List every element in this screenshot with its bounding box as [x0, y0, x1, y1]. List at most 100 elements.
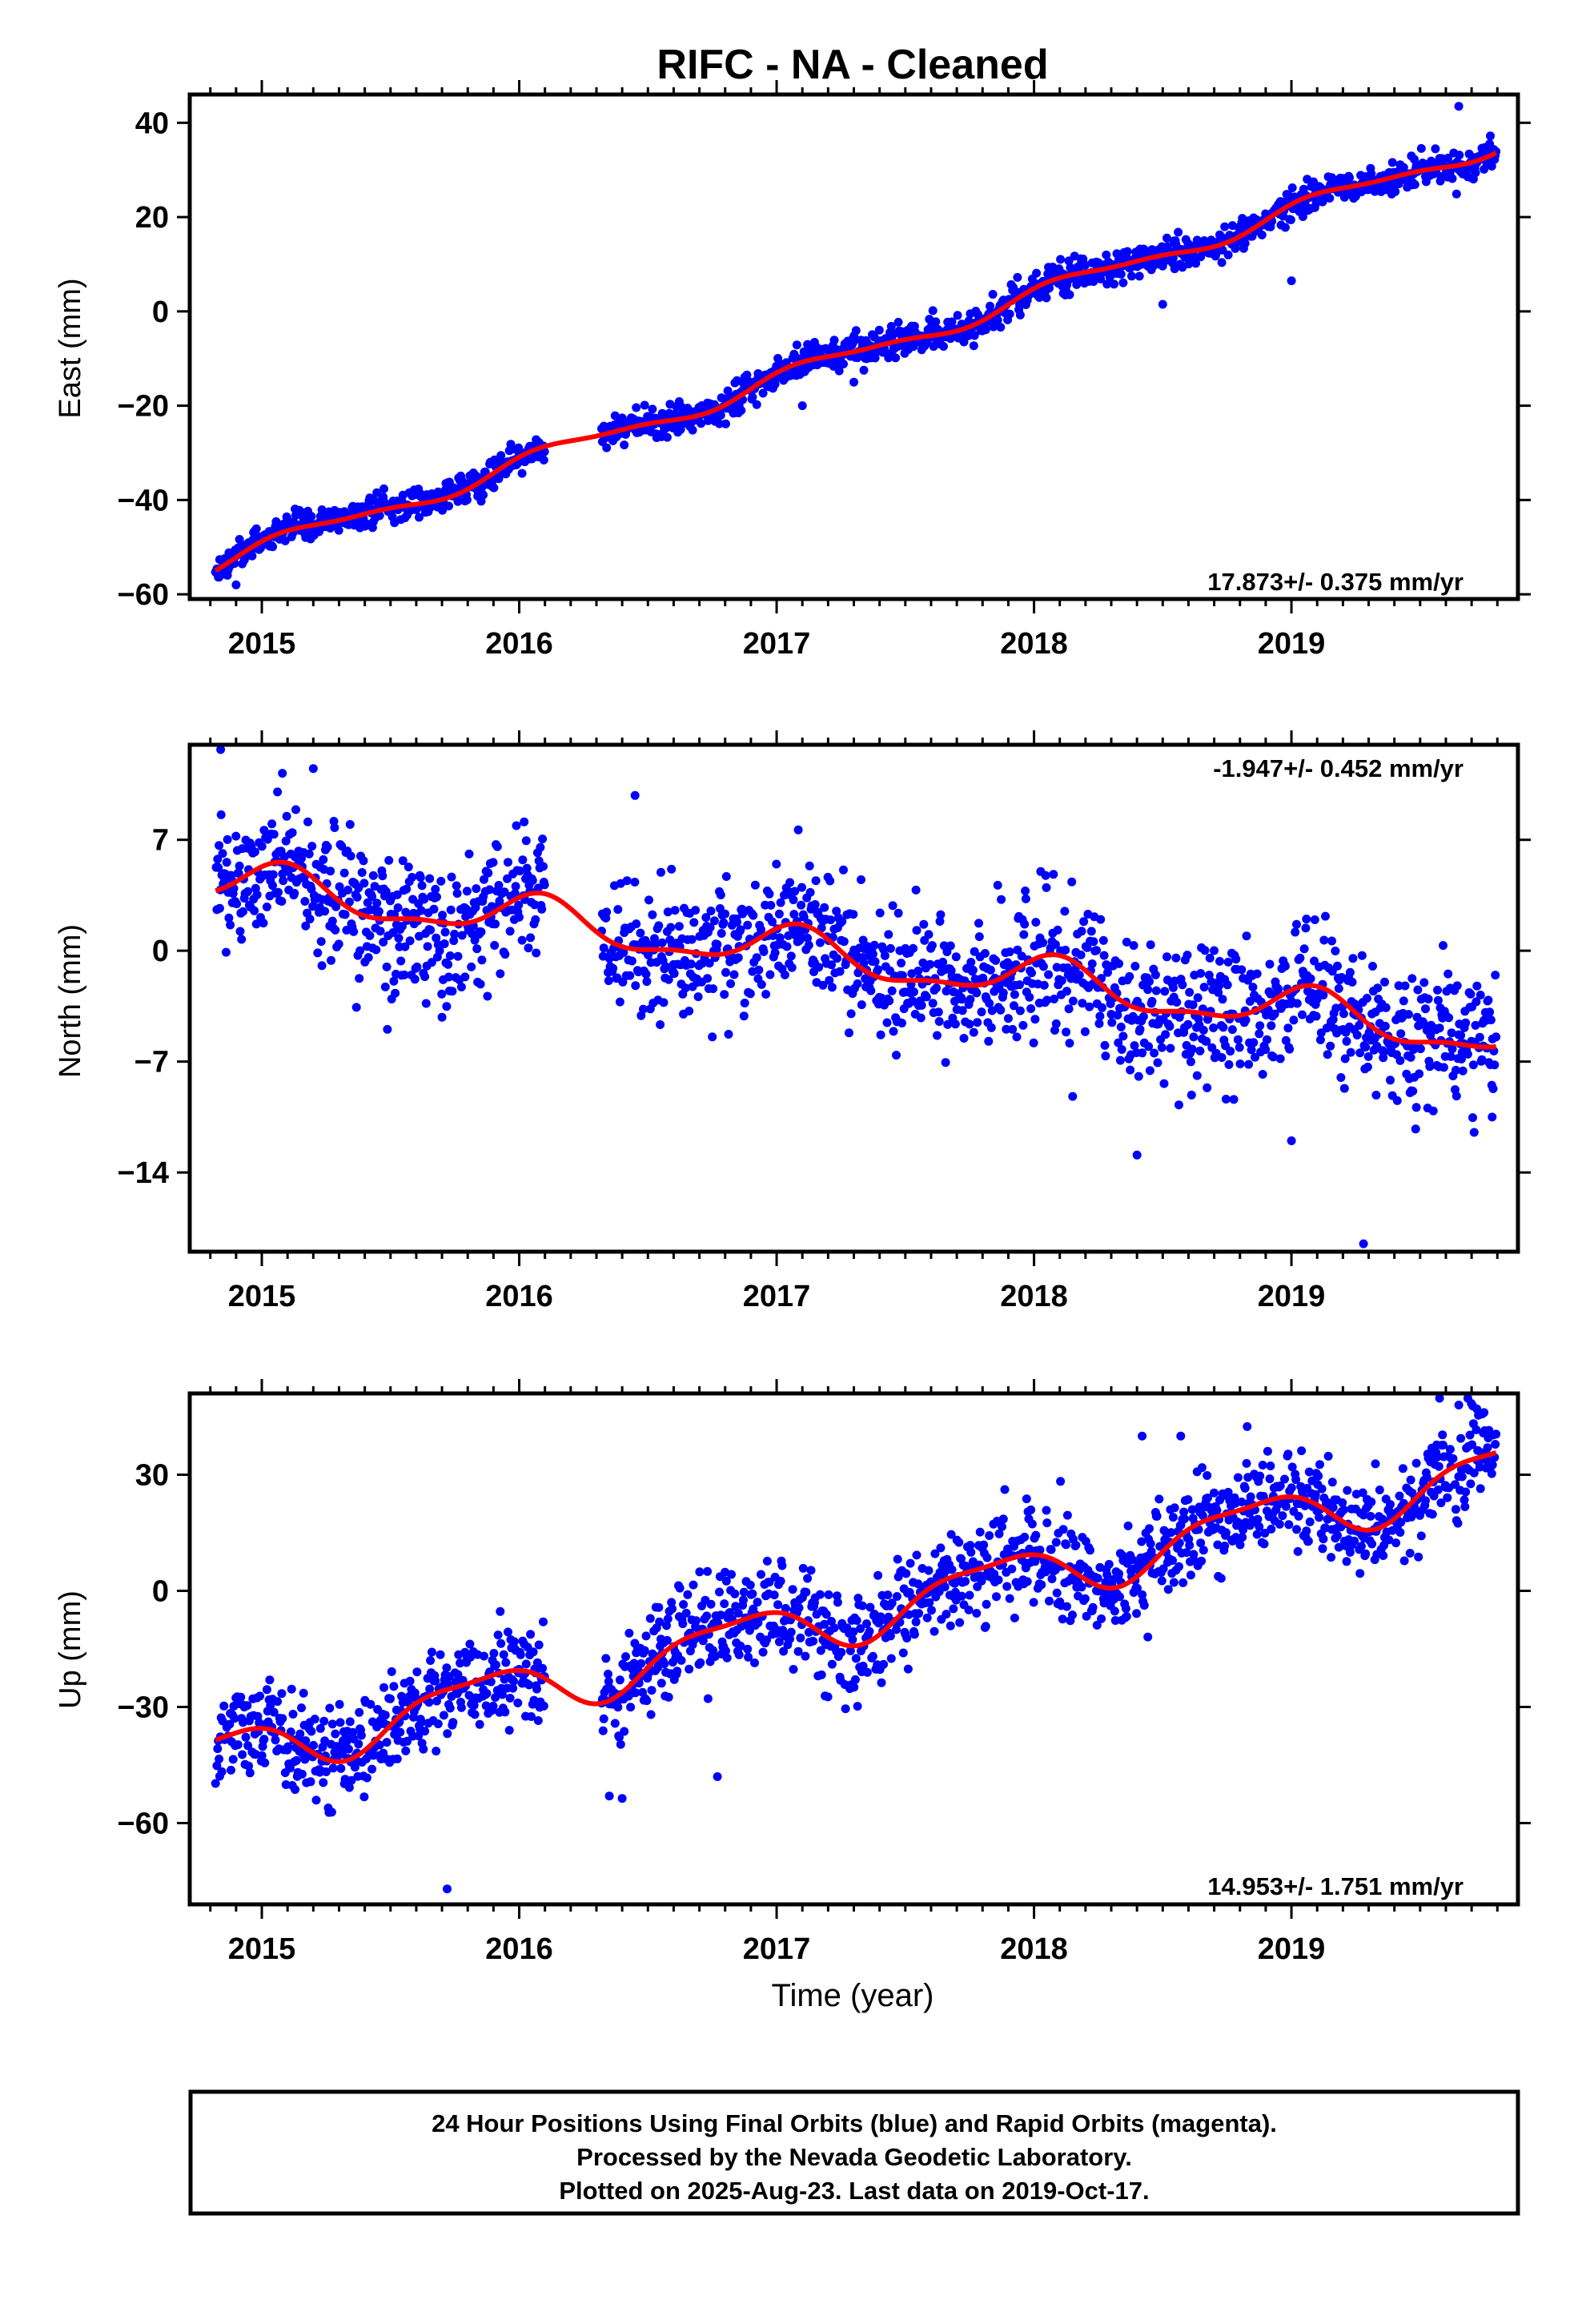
north-data-point	[669, 969, 679, 979]
north-data-point	[346, 851, 355, 861]
north-data-point	[974, 932, 984, 942]
up-data-point	[1260, 1529, 1270, 1538]
north-data-point	[1447, 1044, 1457, 1054]
north-data-point	[389, 976, 399, 986]
north-data-point	[792, 924, 801, 934]
up-data-point	[1345, 1547, 1355, 1557]
up-data-point	[721, 1646, 730, 1655]
north-data-point	[1371, 1091, 1381, 1100]
up-data-point	[534, 1640, 544, 1650]
north-data-point	[706, 907, 716, 915]
up-data-point	[1451, 1505, 1460, 1514]
east-data-point	[462, 495, 472, 505]
north-data-point	[1193, 993, 1203, 1003]
up-data-point	[785, 1634, 795, 1644]
north-data-point	[1428, 1106, 1438, 1116]
up-data-point	[979, 1540, 989, 1550]
north-data-point	[522, 863, 532, 873]
north-data-point	[888, 901, 897, 911]
up-data-point	[1433, 1485, 1443, 1494]
up-data-point	[873, 1570, 883, 1580]
up-data-point	[641, 1631, 651, 1641]
north-data-point	[868, 949, 877, 959]
up-data-point	[380, 1711, 390, 1720]
up-data-point	[1179, 1507, 1189, 1517]
north-data-point	[477, 955, 487, 965]
up-data-point	[1476, 1484, 1485, 1494]
east-data-point	[1190, 252, 1199, 261]
up-data-point	[433, 1719, 443, 1729]
north-data-point	[736, 925, 745, 935]
up-data-point	[1356, 1542, 1366, 1551]
north-data-point	[733, 953, 743, 963]
north-data-point	[814, 963, 824, 972]
up-data-point	[453, 1670, 463, 1679]
north-data-point	[936, 910, 946, 919]
north-data-point	[1096, 915, 1106, 924]
north-data-point	[1475, 1032, 1484, 1042]
east-data-point	[489, 483, 499, 493]
up-data-point	[475, 1719, 484, 1729]
north-data-point	[345, 820, 355, 829]
north-data-point	[1150, 970, 1160, 979]
east-data-point	[1056, 255, 1066, 264]
up-data-point	[356, 1731, 366, 1740]
up-data-point	[1361, 1549, 1371, 1558]
north-data-point	[1380, 977, 1389, 987]
north-data-point	[869, 940, 879, 950]
up-data-point	[1157, 1576, 1166, 1586]
up-data-point	[1246, 1492, 1255, 1502]
north-data-point	[1062, 963, 1072, 972]
north-data-point	[372, 899, 382, 908]
east-data-point	[235, 535, 244, 544]
north-data-point	[1130, 962, 1140, 971]
east-data-point	[886, 322, 896, 331]
up-data-point	[367, 1764, 377, 1774]
east-data-point	[829, 336, 839, 345]
north-data-point	[919, 919, 929, 929]
north-data-point	[222, 858, 231, 867]
north-data-point	[636, 928, 645, 938]
up-data-point	[1035, 1546, 1045, 1554]
east-data-point	[1191, 259, 1201, 268]
up-data-point	[927, 1606, 936, 1615]
up-data-point	[1302, 1526, 1311, 1536]
up-data-point	[1294, 1511, 1303, 1521]
north-data-point	[539, 862, 548, 871]
north-data-point	[1347, 977, 1357, 987]
up-data-point	[739, 1587, 749, 1597]
east-data-point	[640, 400, 649, 410]
up-data-point	[414, 1731, 424, 1741]
north-data-point	[1439, 1063, 1448, 1072]
up-data-point	[1170, 1503, 1179, 1513]
north-data-point	[400, 970, 409, 979]
up-data-point	[489, 1649, 499, 1658]
north-data-point	[1021, 887, 1030, 895]
up-data-point	[420, 1727, 430, 1736]
north-data-point	[1130, 1041, 1139, 1051]
up-data-point	[788, 1585, 797, 1594]
east-data-point	[1287, 183, 1297, 192]
north-data-point	[1268, 1052, 1278, 1062]
north-data-point	[1010, 1001, 1018, 1011]
east-data-point	[758, 388, 768, 398]
north-data-point	[786, 951, 796, 961]
up-data-point	[1196, 1538, 1206, 1548]
up-data-point	[1110, 1616, 1120, 1625]
north-data-point	[644, 951, 653, 959]
north-data-point	[1186, 1057, 1195, 1067]
up-data-point	[1466, 1479, 1476, 1489]
north-data-point	[1488, 1084, 1498, 1093]
north-data-point	[412, 962, 422, 971]
north-data-point	[810, 900, 820, 909]
north-data-point	[1468, 1113, 1477, 1123]
up-data-point	[663, 1614, 673, 1624]
up-data-point	[1461, 1487, 1471, 1497]
up-data-point	[1062, 1602, 1071, 1611]
north-data-point	[259, 919, 268, 928]
up-data-point	[1448, 1454, 1458, 1463]
east-rate-label: 17.873+/- 0.375 mm/yr	[1207, 568, 1464, 596]
east-data-point	[1127, 271, 1136, 281]
north-data-point	[334, 939, 343, 949]
up-data-point	[230, 1714, 239, 1723]
